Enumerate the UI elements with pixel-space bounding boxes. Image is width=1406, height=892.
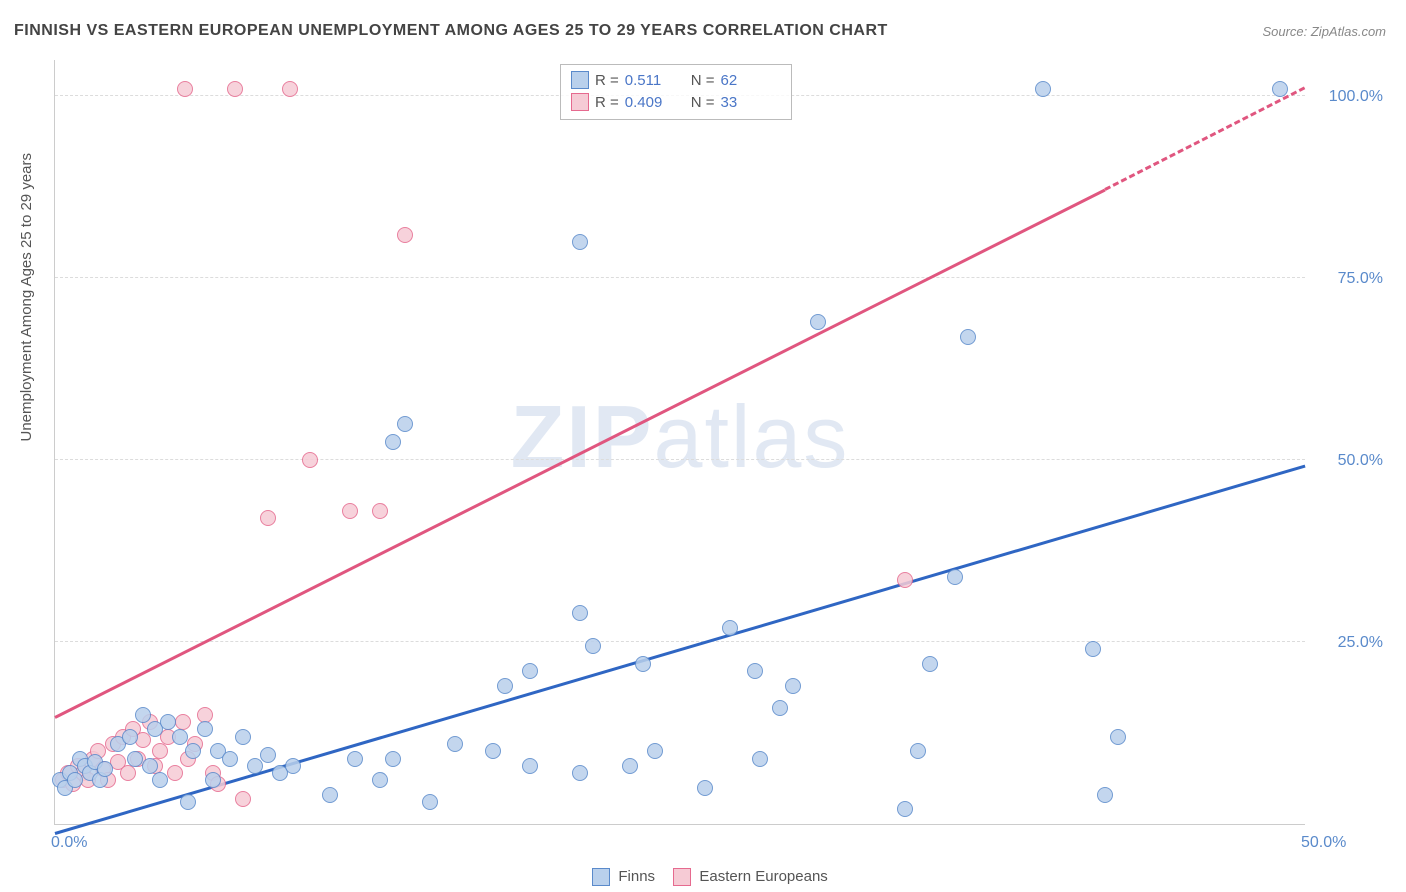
swatch-finns [571,71,589,89]
data-point [897,801,913,817]
legend-label-finns: Finns [618,868,655,885]
n-label: N = [691,72,715,89]
data-point [227,81,243,97]
data-point [185,743,201,759]
data-point [222,751,238,767]
stats-legend: R = 0.511 N = 62 R = 0.409 N = 33 [560,64,792,120]
legend-row-finns: R = 0.511 N = 62 [571,69,781,91]
data-point [120,765,136,781]
data-point [922,656,938,672]
data-point [647,743,663,759]
data-point [397,416,413,432]
data-point [485,743,501,759]
data-point [322,787,338,803]
data-point [372,772,388,788]
data-point [197,721,213,737]
data-point [97,761,113,777]
data-point [285,758,301,774]
data-point [282,81,298,97]
data-point [167,765,183,781]
data-point [172,729,188,745]
data-point [372,503,388,519]
data-point [142,758,158,774]
data-point [127,751,143,767]
source-label: Source: ZipAtlas.com [1262,24,1386,39]
data-point [385,751,401,767]
data-point [1085,641,1101,657]
r-label: R = [595,72,619,89]
data-point [260,510,276,526]
data-point [1272,81,1288,97]
data-point [747,663,763,679]
data-point [122,729,138,745]
legend-label-eastern: Eastern Europeans [699,868,827,885]
data-point [135,707,151,723]
scatter-plot: ZIPatlas 25.0%50.0%75.0%100.0%0.0%50.0% [54,60,1305,825]
data-point [752,751,768,767]
data-point [572,234,588,250]
data-point [175,714,191,730]
n-label: N = [691,94,715,111]
data-point [785,678,801,694]
data-point [1097,787,1113,803]
data-point [235,791,251,807]
data-point [1035,81,1051,97]
r-label: R = [595,94,619,111]
data-point [622,758,638,774]
n-value-eastern: 33 [721,94,781,111]
data-point [160,714,176,730]
data-point [1110,729,1126,745]
data-point [152,772,168,788]
data-point [180,794,196,810]
data-point [772,700,788,716]
data-point [497,678,513,694]
data-point [910,743,926,759]
r-value-finns: 0.511 [625,72,685,89]
data-point [635,656,651,672]
data-point [522,663,538,679]
data-point [572,765,588,781]
chart-title: FINNISH VS EASTERN EUROPEAN UNEMPLOYMENT… [14,22,888,40]
data-point [205,772,221,788]
data-point [302,452,318,468]
data-point [422,794,438,810]
data-point [385,434,401,450]
series-legend: Finns Eastern Europeans [0,868,1406,886]
legend-row-eastern: R = 0.409 N = 33 [571,91,781,113]
data-point [522,758,538,774]
r-value-eastern: 0.409 [625,94,685,111]
data-point [260,747,276,763]
data-point [947,569,963,585]
data-point [810,314,826,330]
data-point [447,736,463,752]
n-value-finns: 62 [721,72,781,89]
data-point [897,572,913,588]
data-point [152,743,168,759]
data-point [585,638,601,654]
data-point [342,503,358,519]
data-point [572,605,588,621]
data-point [960,329,976,345]
data-point [347,751,363,767]
data-point [397,227,413,243]
swatch-finns [592,868,610,886]
data-point [67,772,83,788]
data-point [235,729,251,745]
swatch-eastern [571,93,589,111]
swatch-eastern [673,868,691,886]
data-point [722,620,738,636]
data-point [177,81,193,97]
data-point [697,780,713,796]
y-axis-label: Unemployment Among Ages 25 to 29 years [18,153,35,442]
